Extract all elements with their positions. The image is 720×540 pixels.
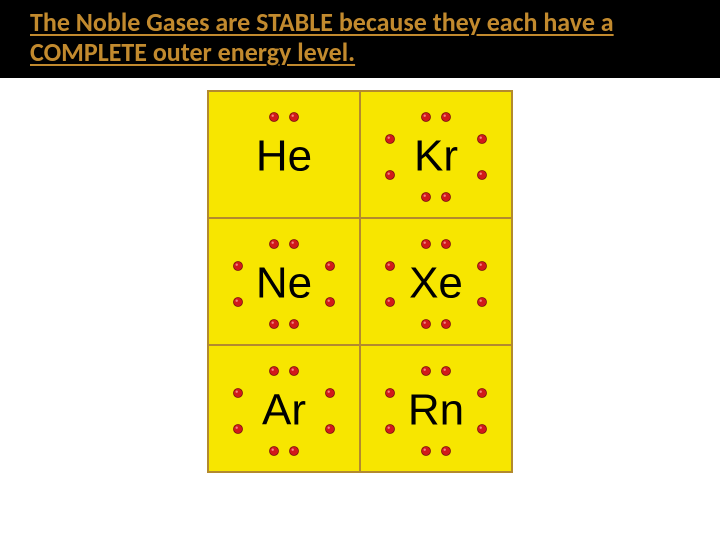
electron-dot: [386, 170, 395, 179]
electron-dot: [478, 388, 487, 397]
electron-dot: [422, 192, 431, 201]
electron-dot: [290, 112, 299, 121]
electron-dot: [386, 388, 395, 397]
electron-dot: [422, 239, 431, 248]
electron-dot: [442, 239, 451, 248]
element-cell-xe: Xe: [361, 219, 511, 344]
electron-dot: [422, 366, 431, 375]
element-cell-kr: Kr: [361, 92, 511, 217]
electron-dot: [234, 424, 243, 433]
electron-dot: [386, 424, 395, 433]
electron-dot: [386, 134, 395, 143]
electron-dot: [326, 388, 335, 397]
electron-dot: [478, 297, 487, 306]
electron-dot: [442, 446, 451, 455]
electron-dot: [422, 112, 431, 121]
electron-dot: [270, 239, 279, 248]
electron-dot: [442, 112, 451, 121]
electron-dot: [290, 366, 299, 375]
element-symbol: Kr: [414, 131, 458, 180]
lewis-dot-svg: Kr: [361, 92, 511, 217]
electron-dot: [290, 319, 299, 328]
electron-dot: [270, 446, 279, 455]
electron-dot: [422, 446, 431, 455]
electron-dot: [270, 112, 279, 121]
element-cell-he: He: [209, 92, 359, 217]
lewis-dot-svg: Ar: [209, 346, 359, 471]
electron-dot: [270, 366, 279, 375]
lewis-dot-svg: Xe: [361, 219, 511, 344]
electron-dot: [234, 297, 243, 306]
electron-dot: [270, 319, 279, 328]
electron-dot: [290, 239, 299, 248]
element-cell-ar: Ar: [209, 346, 359, 471]
element-symbol: Xe: [409, 258, 463, 307]
header-bar: The Noble Gases are STABLE because they …: [0, 0, 720, 78]
electron-dot: [386, 297, 395, 306]
electron-dot: [386, 261, 395, 270]
lewis-dot-svg: He: [209, 92, 359, 217]
element-symbol: He: [256, 131, 312, 180]
electron-dot: [290, 446, 299, 455]
electron-dot: [478, 424, 487, 433]
electron-dot: [422, 319, 431, 328]
page-title: The Noble Gases are STABLE because they …: [30, 8, 690, 68]
electron-dot: [442, 319, 451, 328]
lewis-dot-svg: Ne: [209, 219, 359, 344]
electron-dot: [234, 388, 243, 397]
figure-wrap: He Kr Ne Xe Ar Rn: [0, 90, 720, 473]
lewis-dot-svg: Rn: [361, 346, 511, 471]
lewis-dot-grid: He Kr Ne Xe Ar Rn: [207, 90, 513, 473]
electron-dot: [442, 366, 451, 375]
electron-dot: [326, 297, 335, 306]
electron-dot: [326, 261, 335, 270]
element-symbol: Rn: [408, 385, 464, 434]
electron-dot: [478, 170, 487, 179]
element-symbol: Ne: [256, 258, 312, 307]
electron-dot: [326, 424, 335, 433]
electron-dot: [478, 261, 487, 270]
electron-dot: [234, 261, 243, 270]
electron-dot: [442, 192, 451, 201]
element-symbol: Ar: [262, 385, 306, 434]
element-cell-ne: Ne: [209, 219, 359, 344]
element-cell-rn: Rn: [361, 346, 511, 471]
electron-dot: [478, 134, 487, 143]
